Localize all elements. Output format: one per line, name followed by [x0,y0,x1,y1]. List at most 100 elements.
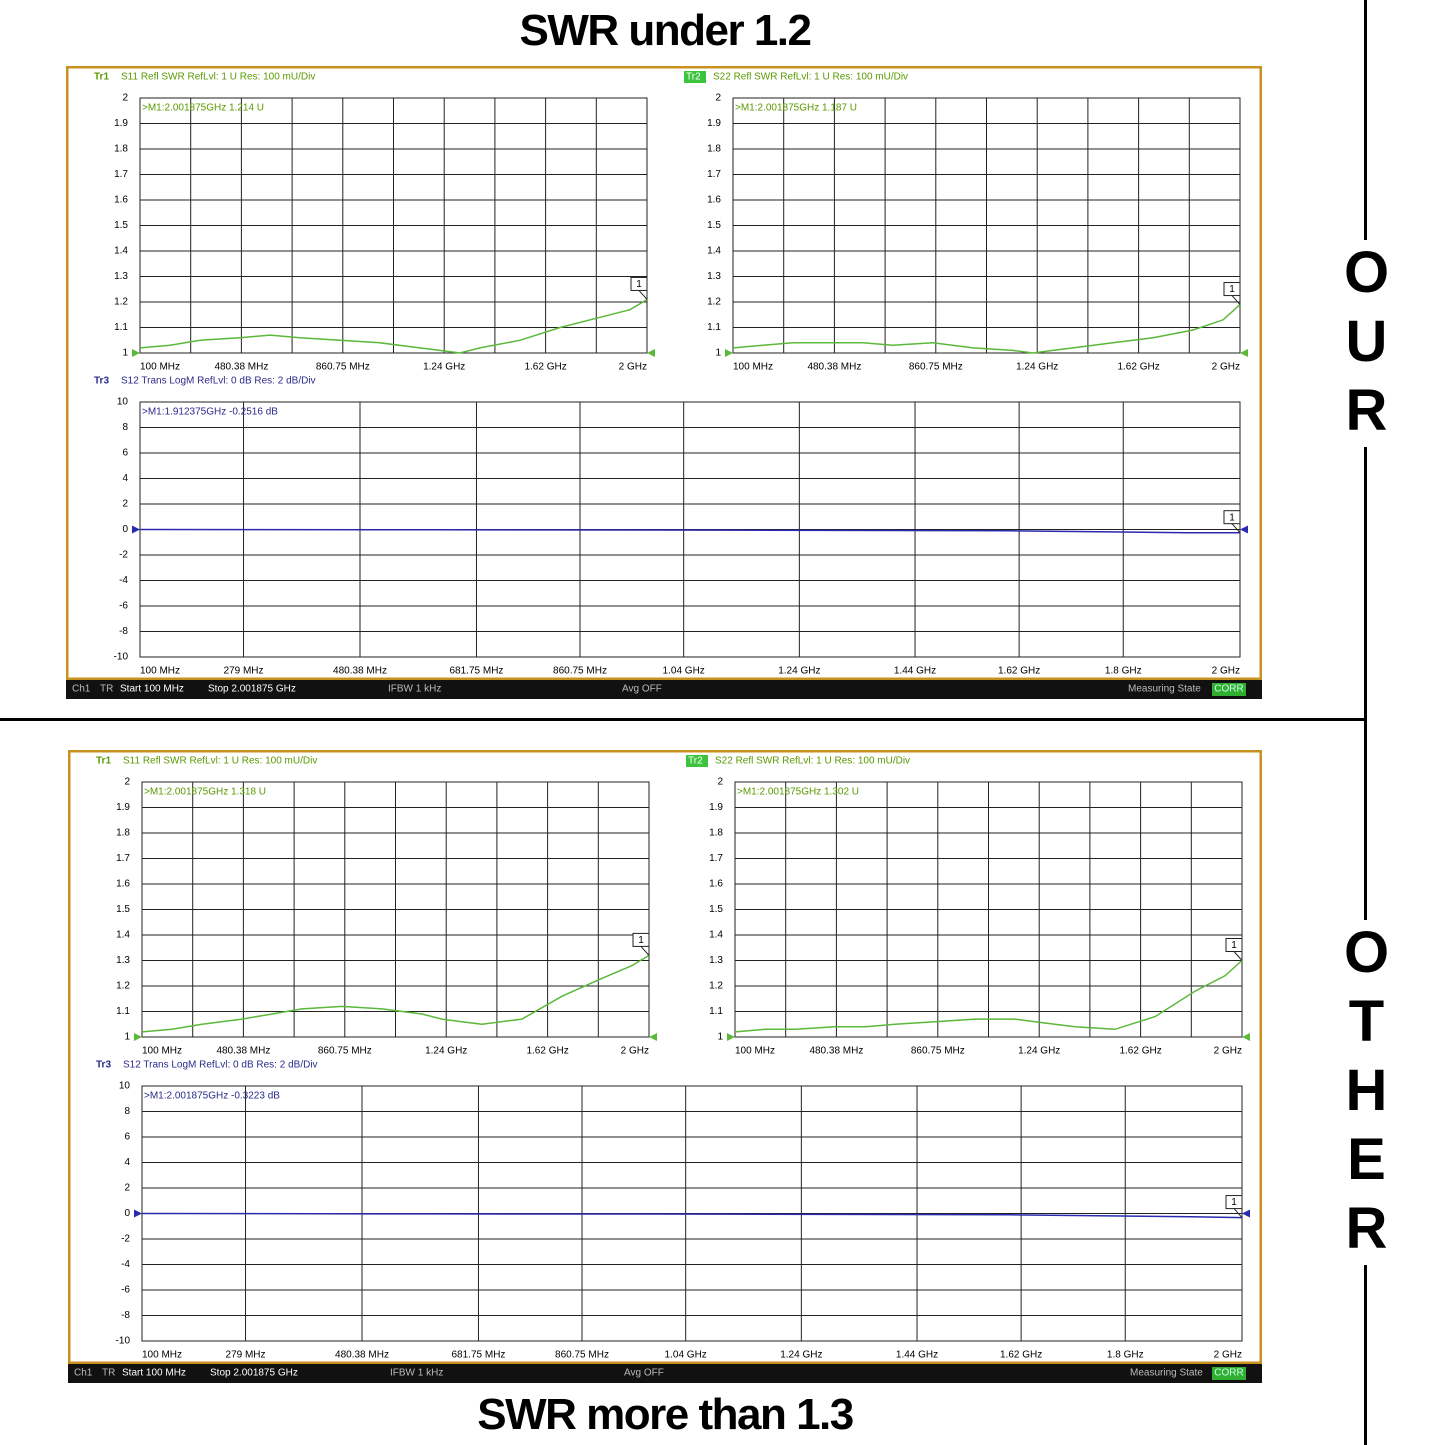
x-tick-label: 860.75 MHz [553,666,607,677]
status-text: Ch1 [74,1368,93,1379]
trace-line [734,959,1243,1033]
x-tick-label: 2 GHz [621,1046,649,1057]
y-tick-label: 1.6 [707,195,721,206]
y-tick-label: 1 [122,348,128,359]
title-top: SWR under 1.2 [519,6,813,55]
x-tick-label: 681.75 MHz [450,666,504,677]
marker-stem [638,290,648,300]
y-tick-label: 2 [124,1183,130,1194]
x-tick-label: 2 GHz [1212,666,1240,677]
x-tick-label: 1.24 GHz [1016,362,1058,373]
status-corr: CORR [1214,1368,1243,1379]
x-tick-label: 1.8 GHz [1105,666,1142,677]
marker-label: 1 [638,935,644,946]
x-tick-label: 1.44 GHz [896,1350,938,1361]
status-text: Ch1 [72,684,91,695]
reference-arrow [1240,349,1248,357]
y-tick-label: 0 [124,1208,130,1219]
marker-label: 1 [636,279,642,290]
y-tick-label: 0 [122,524,128,535]
marker-readout: >M1:2.001875GHz 1.214 U [142,103,264,114]
y-tick-label: 1 [717,1032,723,1043]
reference-arrow [649,1033,657,1041]
y-tick-label: 1.5 [707,220,721,231]
x-tick-label: 2 GHz [1214,1350,1242,1361]
y-tick-label: 1.6 [709,879,723,890]
y-tick-label: -10 [114,652,129,663]
vertical-divider [1364,0,1367,1445]
reference-arrow [725,349,733,357]
x-tick-label: 480.38 MHz [216,1046,270,1057]
status-corr: CORR [1214,684,1243,695]
status-text: Avg OFF [624,1368,664,1379]
status-text: Measuring State [1130,1368,1203,1379]
x-tick-label: 1.62 GHz [998,666,1040,677]
y-tick-label: -2 [121,1234,130,1245]
x-tick-label: 2 GHz [1214,1046,1242,1057]
status-text: Measuring State [1128,684,1201,695]
y-tick-label: 2 [122,499,128,510]
x-tick-label: 1.62 GHz [1000,1350,1042,1361]
y-tick-label: -4 [121,1259,130,1270]
y-tick-label: 1.8 [709,828,723,839]
y-tick-label: 1 [124,1032,130,1043]
y-tick-label: 8 [122,422,128,433]
reference-arrow [134,1209,142,1218]
trace-tag: Tr1 [94,72,109,83]
trace-header: S12 Trans LogM RefLvl: 0 dB Res: 2 dB/Di… [121,376,316,387]
y-tick-label: 2 [715,93,721,104]
y-tick-label: 1.9 [116,802,130,813]
x-tick-label: 279 MHz [224,666,264,677]
y-tick-label: 8 [124,1106,130,1117]
status-text: Start 100 MHz [122,1368,186,1379]
marker-label: 1 [1231,1197,1237,1208]
marker-readout: >M1:1.912375GHz -0.2516 dB [142,407,278,418]
corr-badge [1212,683,1246,696]
y-tick-label: 1.7 [116,853,130,864]
marker-readout: >M1:2.001875GHz 1.187 U [735,103,857,114]
x-tick-label: 279 MHz [226,1350,266,1361]
y-tick-label: 1.4 [116,930,130,941]
y-tick-label: 1.7 [114,169,128,180]
y-tick-label: 1.7 [707,169,721,180]
marker-readout: >M1:2.001875GHz -0.3223 dB [144,1091,280,1102]
trace-tag-box [686,755,708,767]
y-tick-label: 1.6 [116,879,130,890]
y-tick-label: 1.8 [116,828,130,839]
x-tick-label: 1.24 GHz [780,1350,822,1361]
x-tick-label: 1.04 GHz [665,1350,707,1361]
y-tick-label: 2 [124,777,130,788]
y-tick-label: -6 [119,601,128,612]
y-tick-label: 1.2 [116,981,130,992]
side-label-top: OUR [1334,240,1399,447]
y-tick-label: 2 [122,93,128,104]
x-tick-label: 1.04 GHz [663,666,705,677]
status-text: TR [100,684,113,695]
x-tick-label: 860.75 MHz [555,1350,609,1361]
y-tick-label: 1.7 [709,853,723,864]
y-tick-label: 1.4 [709,930,723,941]
marker-stem [1231,295,1241,305]
trace-tag: Tr2 [686,72,701,83]
trace-line [139,298,648,354]
status-text: Start 100 MHz [120,684,184,695]
y-tick-label: 1.9 [114,118,128,129]
x-tick-label: 1.24 GHz [1018,1046,1060,1057]
reference-arrow [132,349,140,357]
reference-arrow [132,525,140,534]
reference-arrow [647,349,655,357]
y-tick-label: -8 [121,1310,130,1321]
analyzer-panel: Tr1 S11 Refl SWR RefLvl: 1 U Res: 100 mU/… [66,66,1262,699]
trace-line [141,954,650,1033]
x-tick-label: 1.24 GHz [778,666,820,677]
x-tick-label: 1.62 GHz [1117,362,1159,373]
y-tick-label: 1.8 [114,144,128,155]
y-tick-label: 10 [117,397,129,408]
x-tick-label: 480.38 MHz [807,362,861,373]
status-text: IFBW 1 kHz [388,684,441,695]
y-tick-label: 1.4 [707,246,721,257]
y-tick-label: -10 [116,1336,131,1347]
marker-box [1225,1195,1243,1210]
title-bottom: SWR more than 1.3 [477,1390,854,1439]
